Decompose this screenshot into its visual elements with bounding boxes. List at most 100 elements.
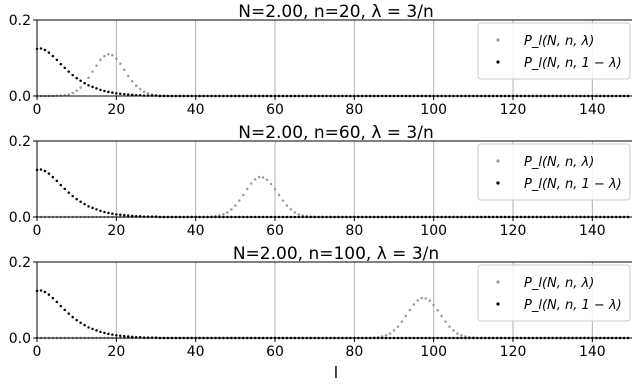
data-point	[99, 88, 102, 92]
legend-box	[477, 22, 631, 80]
data-point	[59, 183, 63, 187]
legend-box	[477, 143, 631, 201]
data-point	[460, 334, 463, 337]
data-point	[249, 182, 253, 185]
legend-label: P_l(N, n, λ)	[524, 34, 594, 49]
legend-marker	[496, 302, 500, 306]
data-point	[79, 79, 82, 83]
data-point	[388, 332, 392, 335]
panel-1: 0 20 40 60 80 100 120 140 0.0 0.2 N=2.00, n=20, λ …	[9, 2, 632, 118]
data-point	[428, 299, 431, 303]
x-tick-label: 100	[420, 102, 447, 118]
data-point	[111, 54, 114, 57]
data-point	[79, 321, 82, 325]
legend-label: P_l(N, n, 1 − λ)	[524, 298, 622, 313]
data-point	[79, 200, 82, 204]
x-tick-label: 140	[579, 102, 606, 118]
legend-marker	[496, 60, 500, 64]
x-tick-label: 120	[500, 344, 527, 360]
data-point	[47, 293, 51, 296]
data-point	[91, 327, 94, 331]
data-point	[103, 210, 106, 214]
x-tick-label: 40	[187, 102, 205, 118]
data-point	[75, 318, 78, 322]
data-point	[119, 62, 122, 65]
legend: P_l(N, n, λ) P_l(N, n, 1 − λ)	[477, 264, 631, 322]
x-tick-label: 140	[579, 344, 606, 360]
data-point	[222, 213, 225, 216]
panel-title: N=2.00, n=100, λ = 3/n	[233, 244, 439, 264]
x-tick-label: 20	[107, 223, 125, 239]
data-point	[119, 213, 122, 216]
panel-3: 0 20 40 60 80 100 120 140 0.0 0.2 N=2.00, n=100, λ…	[9, 244, 632, 360]
data-point	[404, 314, 408, 318]
x-tick-label: 60	[266, 344, 284, 360]
data-point	[452, 329, 455, 332]
data-point	[71, 315, 74, 319]
data-point	[107, 211, 110, 215]
data-point	[59, 62, 63, 66]
data-point	[261, 176, 265, 179]
series-one-minus-lambda	[35, 289, 630, 340]
data-point	[47, 172, 51, 175]
data-point	[444, 320, 447, 323]
data-point	[130, 93, 134, 97]
data-point	[245, 187, 249, 191]
data-point	[230, 208, 233, 211]
data-point	[293, 211, 297, 214]
x-tick-label: 60	[266, 223, 284, 239]
data-point	[134, 84, 138, 87]
x-tick-label: 120	[500, 102, 527, 118]
data-point	[51, 175, 55, 179]
data-point	[420, 296, 424, 300]
x-axis-label: l	[334, 363, 338, 382]
data-point	[142, 90, 146, 94]
data-point	[83, 81, 86, 85]
data-point	[107, 90, 110, 94]
data-point	[67, 191, 70, 194]
data-point	[253, 178, 257, 181]
data-point	[107, 332, 110, 336]
data-point	[67, 312, 70, 315]
data-point	[75, 197, 78, 201]
data-point	[47, 51, 51, 54]
x-tick-label: 40	[187, 344, 205, 360]
data-point	[392, 329, 396, 332]
legend-marker	[496, 38, 500, 42]
y-tick-label: 0.2	[9, 255, 31, 271]
x-tick-label: 20	[107, 344, 125, 360]
data-point	[119, 334, 122, 337]
data-point	[99, 330, 102, 334]
data-point	[67, 93, 70, 96]
x-tick-label: 40	[187, 223, 205, 239]
data-point	[95, 208, 98, 211]
data-point	[432, 303, 435, 307]
data-point	[436, 309, 439, 312]
data-point	[87, 84, 90, 87]
x-tick-label: 100	[420, 223, 447, 239]
data-point	[448, 325, 451, 328]
data-point	[103, 54, 106, 58]
data-point	[63, 66, 67, 70]
data-point	[39, 168, 43, 171]
legend-marker	[496, 159, 500, 163]
data-point	[71, 73, 74, 77]
data-point	[126, 74, 130, 78]
legend-label: P_l(N, n, 1 − λ)	[524, 56, 622, 71]
data-point	[87, 205, 90, 208]
x-tick-label: 80	[345, 344, 363, 360]
data-point	[226, 211, 229, 214]
data-point	[91, 206, 94, 210]
data-point	[95, 87, 98, 90]
data-point	[87, 326, 90, 329]
data-point	[107, 52, 110, 56]
data-point	[146, 92, 150, 95]
data-point	[67, 70, 70, 73]
data-point	[265, 178, 269, 182]
data-point	[59, 304, 63, 308]
panel-title: N=2.00, n=20, λ = 3/n	[238, 2, 434, 22]
data-point	[123, 68, 126, 72]
x-tick-label: 60	[266, 102, 284, 118]
legend-marker	[496, 280, 500, 284]
data-point	[126, 214, 130, 217]
